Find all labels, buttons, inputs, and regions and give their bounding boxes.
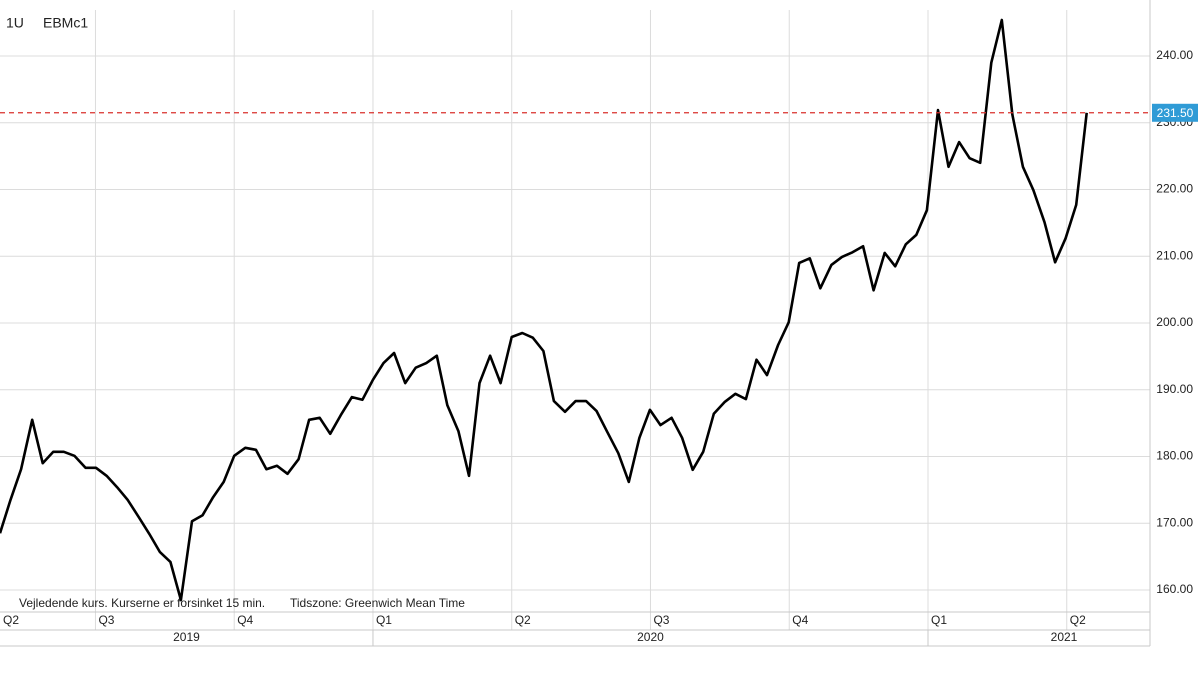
footer-note: Vejledende kurs. Kurserne er forsinket 1… [19,596,265,610]
x-tick-label: Q3 [653,613,669,627]
period: 1U [6,15,24,31]
last-value-label: 231.50 [1157,106,1194,120]
instrument: EBMc1 [43,15,88,31]
x-tick-label: Q2 [3,613,19,627]
year-label: 2019 [173,630,200,644]
grid-layer [0,10,1150,630]
y-tick-label: 220.00 [1156,182,1193,196]
y-tick-label: 240.00 [1156,48,1193,62]
y-tick-label: 210.00 [1156,248,1193,262]
x-tick-label: Q1 [931,613,947,627]
year-label: 2021 [1051,630,1078,644]
x-tick-label: Q4 [237,613,253,627]
y-tick-label: 190.00 [1156,382,1193,396]
last-value-box [1152,103,1198,122]
y-tick-label: 170.00 [1156,515,1193,529]
x-tick-label: Q3 [98,613,114,627]
y-tick-label: 180.00 [1156,449,1193,463]
y-tick-label: 160.00 [1156,582,1193,596]
year-label: 2020 [637,630,664,644]
price-line [0,18,1088,602]
x-tick-label: Q1 [376,613,392,627]
x-tick-label: Q4 [792,613,808,627]
x-tick-label: Q2 [515,613,531,627]
footer-note: Tidszone: Greenwich Mean Time [290,596,465,610]
y-tick-label: 200.00 [1156,315,1193,329]
x-tick-label: Q2 [1070,613,1086,627]
